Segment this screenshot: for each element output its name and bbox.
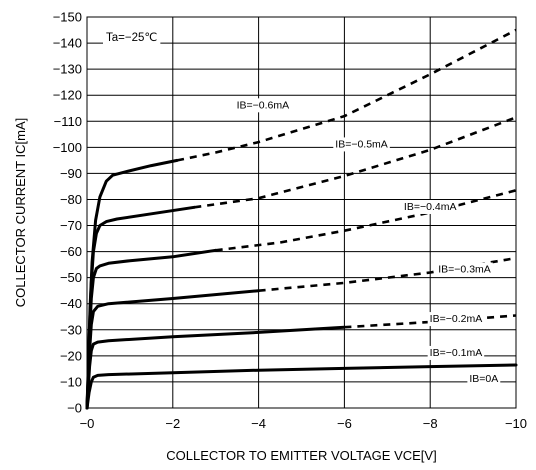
- x-tick-label: −4: [251, 416, 266, 431]
- series-line-dashed: [344, 314, 517, 329]
- series-label: IB=−0.3mA: [438, 264, 491, 276]
- series-line-dashed: [194, 116, 517, 209]
- y-tick-label: −150: [53, 10, 82, 25]
- series-line-dashed: [258, 256, 517, 292]
- x-axis-label: COLLECTOR TO EMITTER VOLTAGE VCE[V]: [166, 448, 436, 463]
- series-label: IB=−0.4mA: [404, 201, 457, 213]
- tick-labels: −0 −2 −4 −6 −8 −10 −0 −10 −20 −30 −40 −50 −60 −70 −80 −…: [53, 10, 527, 432]
- series-label: IB=−0.5mA: [335, 138, 388, 150]
- y-tick-label: −30: [60, 322, 82, 337]
- series-label-background: [427, 345, 485, 360]
- curve-labels: IB=0A IB=−0.1mA IB=−0.2mA IB=−0.3mA IB=−0.4m…: [234, 98, 501, 387]
- y-tick-label: −10: [60, 374, 82, 389]
- series-label-background: [234, 98, 292, 113]
- series-label: IB=−0.6mA: [237, 99, 290, 111]
- y-tick-label: −120: [53, 88, 82, 103]
- y-axis-label: COLLECTOR CURRENT IC[mA]: [13, 118, 28, 308]
- annotation-background: [103, 30, 161, 46]
- y-tick-label: −90: [60, 166, 82, 181]
- y-tick-label: −40: [60, 296, 82, 311]
- y-tick-label: −140: [53, 36, 82, 51]
- y-tick-label: −20: [60, 348, 82, 363]
- series-label-background: [467, 372, 501, 387]
- curves: [85, 28, 518, 410]
- series-label-background: [427, 312, 485, 327]
- series-line-dashed: [176, 28, 517, 162]
- series-label-background: [436, 262, 493, 277]
- y-tick-label: −100: [53, 140, 82, 155]
- y-tick-label: −80: [60, 192, 82, 207]
- series-label-background: [333, 137, 390, 152]
- y-tick-label: −50: [60, 270, 82, 285]
- y-tick-label: −0: [67, 401, 82, 416]
- series-label: IB=−0.2mA: [430, 313, 483, 325]
- grid: [87, 17, 516, 408]
- series-line-dashed: [215, 189, 517, 252]
- y-tick-label: −60: [60, 244, 82, 259]
- series-label-background: [401, 199, 459, 214]
- annotation-temperature: Ta=−25℃: [106, 32, 157, 44]
- y-tick-label: −110: [54, 114, 82, 129]
- series-label: IB=−0.1mA: [430, 347, 483, 359]
- y-tick-label: −70: [60, 218, 82, 233]
- x-tick-label: −8: [423, 416, 438, 431]
- x-tick-label: −10: [505, 416, 527, 431]
- plot-frame: [86, 16, 517, 409]
- x-tick-label: −6: [337, 416, 352, 431]
- series-line-solid: [85, 158, 179, 410]
- y-tick-label: −130: [53, 62, 82, 77]
- series-label: IB=0A: [469, 373, 498, 385]
- x-tick-label: −0: [80, 416, 95, 431]
- x-tick-label: −2: [165, 416, 180, 431]
- series-line-solid: [85, 363, 518, 410]
